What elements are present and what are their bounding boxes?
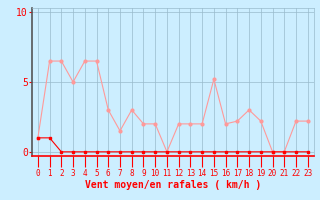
X-axis label: Vent moyen/en rafales ( km/h ): Vent moyen/en rafales ( km/h ) <box>85 180 261 190</box>
